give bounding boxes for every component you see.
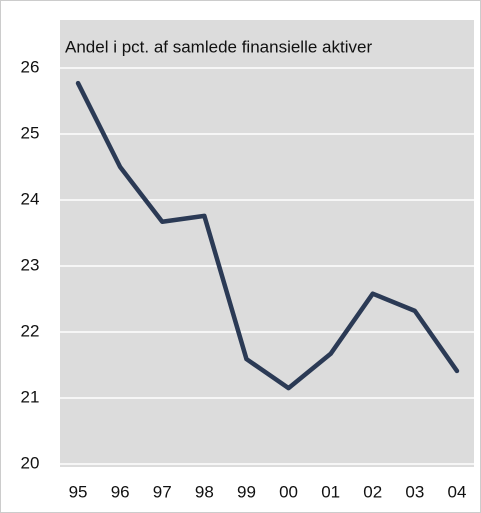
y-tick-label: 20 (21, 453, 40, 472)
plot-area (60, 20, 474, 467)
x-tick-label: 95 (69, 482, 88, 501)
y-tick-label: 23 (21, 255, 40, 274)
x-tick-label: 97 (153, 482, 172, 501)
x-tick-label: 00 (279, 482, 298, 501)
line-series (75, 80, 460, 391)
x-tick-label: 02 (363, 482, 382, 501)
chart-title: Andel i pct. af samlede finansielle akti… (65, 37, 372, 56)
x-tick-label: 01 (321, 482, 340, 501)
y-tick-label: 22 (21, 321, 40, 340)
y-tick-label: 26 (21, 57, 40, 76)
x-tick-label: 03 (405, 482, 424, 501)
y-tick-label: 21 (21, 387, 40, 406)
y-tick-label: 25 (21, 123, 40, 142)
x-tick-label: 98 (195, 482, 214, 501)
x-tick-label: 96 (111, 482, 130, 501)
y-tick-label: 24 (21, 189, 40, 208)
x-tick-label: 04 (447, 482, 466, 501)
x-tick-label: 99 (237, 482, 256, 501)
